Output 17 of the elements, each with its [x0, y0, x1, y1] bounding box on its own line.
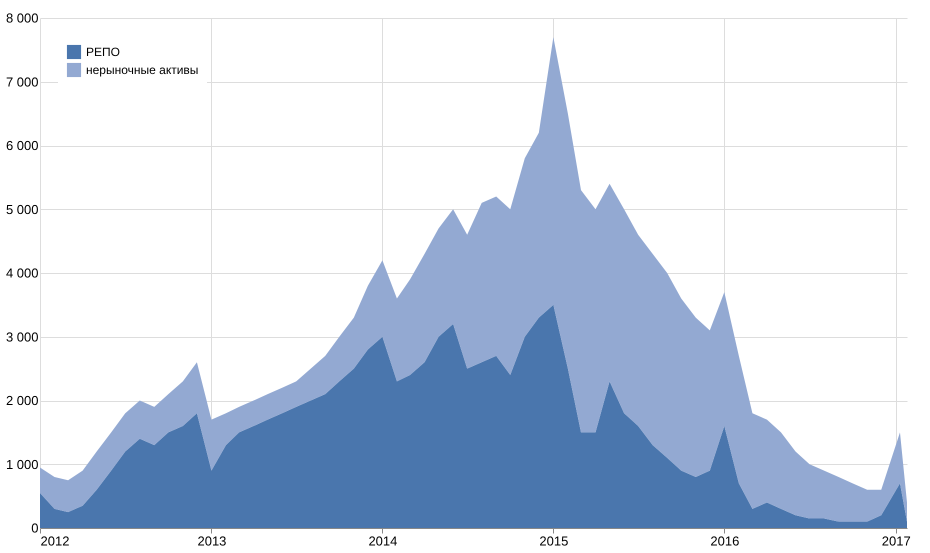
legend-label: нерыночные активы [86, 63, 198, 77]
legend-label: РЕПО [86, 45, 120, 59]
x-tick-label: 2014 [368, 534, 398, 548]
y-tick-label: 1 000 [6, 456, 38, 472]
x-tick-label: 2017 [882, 534, 911, 548]
x-tick-label: 2016 [710, 534, 740, 548]
y-tick-label: 6 000 [6, 138, 38, 153]
x-tick-label: 2015 [539, 534, 568, 548]
x-tick-label: 2012 [40, 534, 70, 548]
x-tick-label: 2013 [197, 534, 226, 548]
y-tick-label: 7 000 [6, 74, 38, 90]
y-tick-label: 8 000 [6, 10, 38, 26]
y-tick-label: 5 000 [6, 202, 38, 217]
y-tick-label: 4 000 [6, 266, 38, 280]
y-tick-label: 0 [31, 520, 38, 536]
y-tick-label: 2 000 [6, 393, 38, 408]
y-tick-label: 3 000 [6, 329, 38, 344]
